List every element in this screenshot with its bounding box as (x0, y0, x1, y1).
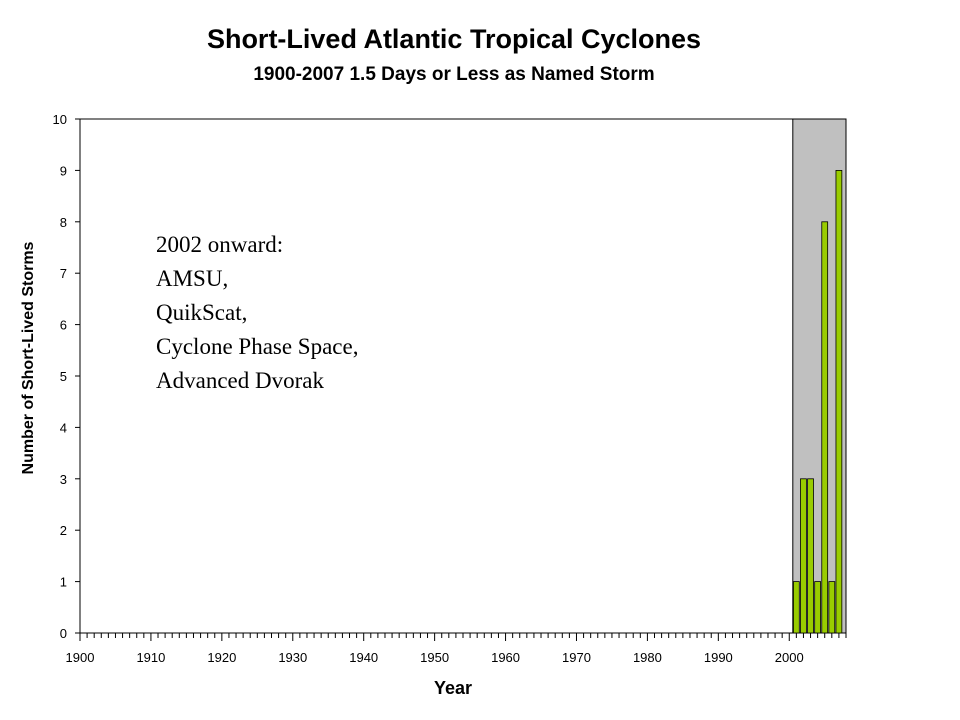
y-tick-label: 7 (60, 266, 67, 281)
x-tick-label: 1900 (66, 650, 95, 665)
y-tick-label: 10 (53, 112, 67, 127)
chart-title: Short-Lived Atlantic Tropical Cyclones (206, 24, 702, 54)
y-axis-label: Number of Short-Lived Storms (20, 241, 37, 474)
bar (821, 221, 829, 634)
x-tick-label: 1970 (562, 650, 591, 665)
x-tick-label: 1930 (278, 650, 307, 665)
bar (793, 581, 800, 634)
bar (828, 581, 836, 634)
bar (835, 169, 843, 634)
annotation-line: 2002 onward: (156, 232, 284, 257)
y-tick-label: 3 (60, 472, 67, 487)
bar (807, 478, 814, 634)
y-tick-label: 2 (60, 523, 67, 538)
annotation-line: QuikScat, (156, 300, 248, 325)
annotation-line: AMSU, (156, 266, 229, 291)
y-tick-label: 1 (60, 575, 67, 590)
bar (814, 581, 821, 634)
x-tick-label: 1960 (491, 650, 520, 665)
annotation-line: Advanced Dvorak (156, 368, 324, 393)
x-tick-label: 1920 (207, 650, 236, 665)
y-tick-label: 4 (60, 420, 67, 435)
y-tick-label: 9 (60, 163, 67, 178)
y-tick-label: 6 (60, 318, 67, 333)
y-tick-label: 5 (60, 369, 67, 384)
y-tick-label: 8 (60, 215, 67, 230)
y-tick-label: 0 (60, 626, 67, 641)
x-tick-label: 1990 (704, 650, 733, 665)
x-tick-label: 1950 (420, 650, 449, 665)
chart-subtitle: 1900-2007 1.5 Days or Less as Named Stor… (253, 64, 655, 85)
x-tick-label: 2000 (775, 650, 804, 665)
x-axis-label: Year (434, 678, 472, 698)
bar (800, 478, 807, 634)
x-tick-label: 1980 (633, 650, 662, 665)
annotation-text: 2002 onward: AMSU, QuikScat, Cyclone Pha… (156, 228, 358, 398)
annotation-line: Cyclone Phase Space, (156, 334, 359, 359)
x-tick-label: 1910 (136, 650, 165, 665)
x-tick-label: 1940 (349, 650, 378, 665)
